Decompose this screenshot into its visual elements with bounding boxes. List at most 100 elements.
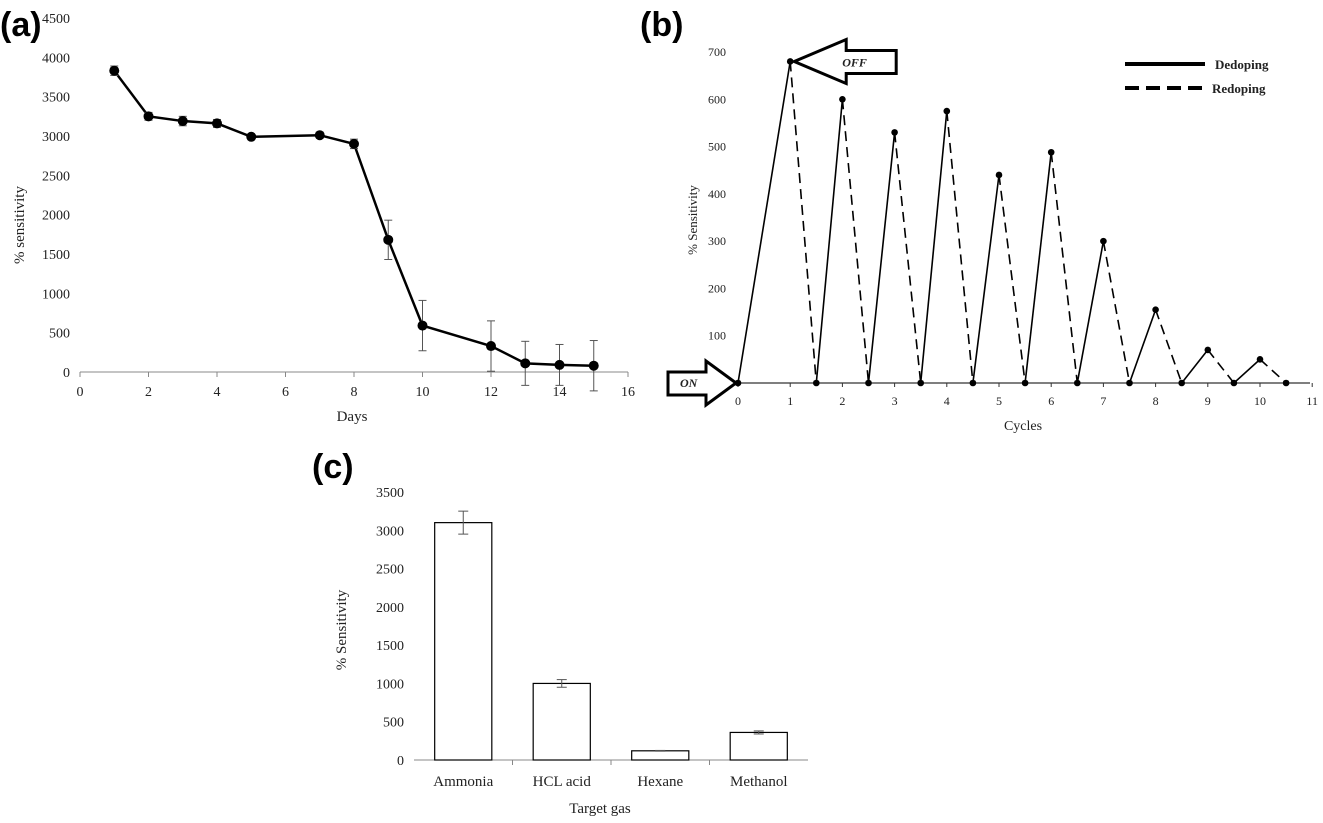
panel-a-ytick-label: 1500 <box>42 248 70 263</box>
panel-b-data-point <box>813 379 820 387</box>
panel-a-data-point <box>314 130 325 141</box>
panel-b-xtick-label: 3 <box>892 394 898 408</box>
panel-b-ylabel: % Sensitivity <box>685 185 700 255</box>
panel-b-ytick-label: 300 <box>708 234 726 248</box>
panel-b-redoping-segment <box>1050 152 1079 384</box>
panel-b-data-point <box>1047 148 1055 156</box>
panel-b-redoping-segment <box>1259 358 1287 384</box>
panel-c-bar <box>434 522 493 761</box>
panel-a-data-point <box>143 111 154 122</box>
panel-a-data-point <box>349 138 359 149</box>
panel-a-data-point <box>520 358 531 369</box>
panel-b-dedoping-segment <box>972 174 1000 384</box>
panel-b-data-point <box>891 129 898 136</box>
panel-b-data-point <box>1178 379 1185 387</box>
panel-c-category-label: Methanol <box>730 774 788 790</box>
panel-b-redoping-segment <box>998 174 1026 384</box>
panel-c-chart: Target gas % Sensitivity 0 500 1000 1500 200… <box>334 486 808 817</box>
panel-b-xtick-label: 7 <box>1100 394 1106 408</box>
panel-a-xtick-label: 8 <box>351 385 358 400</box>
panel-b-redoping-segment <box>841 99 870 384</box>
legend-dedoping-label: Dedoping <box>1215 57 1269 72</box>
legend-redoping-label: Redoping <box>1212 81 1266 96</box>
panel-c-bar <box>532 682 591 761</box>
panel-b-redoping-segment <box>893 132 922 384</box>
panel-b-on-arrow <box>666 358 739 408</box>
panel-b-redoping-segment <box>1207 349 1235 384</box>
panel-b-xtick-label: 5 <box>996 394 1002 408</box>
panel-label-a: (a) <box>0 6 42 44</box>
panel-c-ytick-label: 500 <box>383 716 404 731</box>
panel-b-data-point <box>1100 237 1107 245</box>
panel-c-ytick-label: 3500 <box>376 486 404 501</box>
panel-a-data-point <box>554 359 565 370</box>
panel-a-series-line <box>113 69 594 367</box>
panel-a-xtick-label: 12 <box>484 385 498 400</box>
panel-a-data-point <box>212 118 222 129</box>
panel-c-ytick-label: 0 <box>397 754 404 769</box>
panel-b-xtick-label: 8 <box>1153 394 1159 408</box>
panel-a-ytick-label: 3500 <box>42 91 70 106</box>
panel-b-data-point <box>839 95 846 103</box>
panel-b-data-point <box>1256 356 1264 363</box>
panel-b-chart: Cycles % Sensitivity Dedoping Redoping 0… <box>666 37 1318 434</box>
panel-b-ytick-label: 600 <box>708 92 726 106</box>
panel-b-redoping-segment <box>789 61 818 384</box>
panel-b-on-label: ON <box>680 376 699 390</box>
panel-a-data-point <box>417 320 428 331</box>
panel-c-category-label: Ammonia <box>433 774 493 790</box>
panel-b-ytick-label: 200 <box>708 281 726 295</box>
panel-c-category-label: Hexane <box>637 774 683 790</box>
panel-a-ytick-label: 2000 <box>42 209 70 224</box>
panel-c-category-label: HCL acid <box>533 774 592 790</box>
panel-b-dedoping-segment <box>1076 240 1105 384</box>
panel-b-dedoping-segment <box>1233 358 1261 384</box>
panel-b-data-point <box>1230 379 1238 387</box>
panel-b-data-point <box>917 379 924 387</box>
panel-b-legend: Dedoping Redoping <box>1125 57 1269 96</box>
panel-b-dedoping-segment <box>737 61 791 384</box>
panel-b-data-point <box>943 107 951 115</box>
panel-a-data-point <box>588 360 599 371</box>
panel-b-xtick-label: 4 <box>944 394 950 408</box>
panel-a-ylabel: % sensitivity <box>12 186 28 264</box>
panel-a-ytick-label: 500 <box>49 327 70 342</box>
panel-b-data-point <box>786 58 794 65</box>
panel-b-redoping-segment <box>946 111 974 384</box>
panel-b-xtick-label: 9 <box>1205 394 1211 408</box>
panel-c-ytick-label: 3000 <box>376 524 404 539</box>
panel-b-data-point <box>1282 379 1290 387</box>
panel-b-data-point <box>1126 379 1133 387</box>
panel-a-ytick-label: 0 <box>63 366 70 381</box>
panel-b-data-point <box>865 379 872 387</box>
panel-b-off-label: OFF <box>842 55 867 69</box>
panel-a-data-point <box>246 131 257 142</box>
panel-b-dedoping-segment <box>1024 152 1052 384</box>
panel-a-chart: Days % sensitivity 0 2 4 6 8 10 12 14 16 0 500 1000… <box>12 12 635 425</box>
panel-b-data-point <box>969 379 977 387</box>
panel-b-xtick-label: 10 <box>1254 394 1266 408</box>
panel-a-xtick-label: 14 <box>553 385 567 400</box>
panel-a-xtick-label: 0 <box>77 385 84 400</box>
panel-c-ytick-label: 2500 <box>376 563 404 578</box>
panel-b-xtick-label: 1 <box>787 394 793 408</box>
panel-a-xtick-label: 2 <box>145 385 152 400</box>
panel-c-ytick-label: 1500 <box>376 639 404 654</box>
panel-a-ytick-label: 4000 <box>42 51 70 66</box>
panel-a-ytick-label: 4500 <box>42 12 70 27</box>
panel-a-data-point <box>109 65 120 76</box>
panel-a-xlabel: Days <box>337 409 368 425</box>
panel-a-xtick-label: 6 <box>282 385 289 400</box>
panel-b-dedoping-segment <box>867 132 896 384</box>
panel-a-data-point <box>383 234 394 245</box>
panel-b-xtick-label: 11 <box>1306 394 1318 408</box>
panel-a-data-point <box>486 341 496 352</box>
panel-b-xtick-label: 6 <box>1048 394 1054 408</box>
panel-a-xtick-label: 16 <box>621 385 635 400</box>
panel-c-bar <box>631 750 690 761</box>
panel-b-data-point <box>1152 306 1159 314</box>
panel-b-dedoping-segment <box>1128 309 1157 384</box>
panel-a-data-point <box>177 116 188 127</box>
panel-label-c: (c) <box>312 448 354 486</box>
